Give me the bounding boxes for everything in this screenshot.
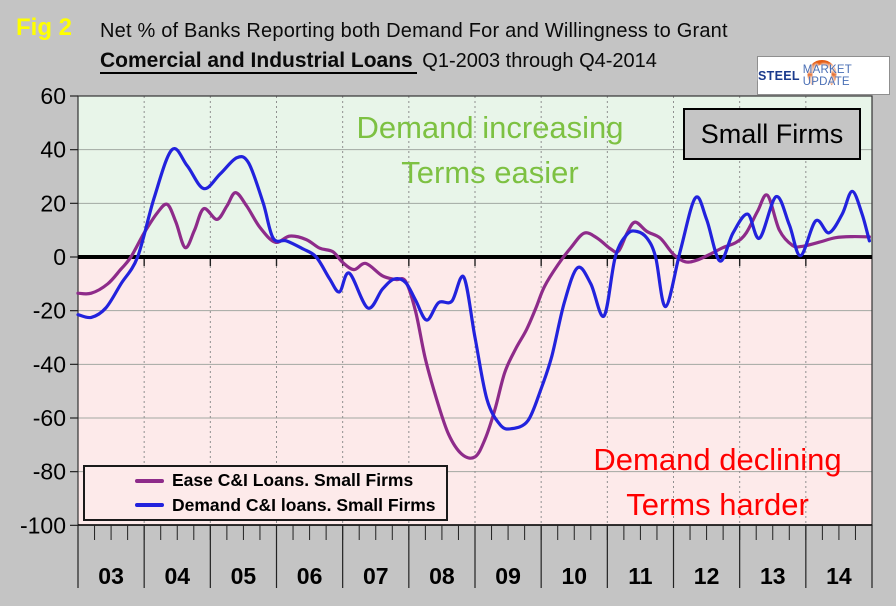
demand-line-swatch: [135, 503, 164, 507]
ease-series-line: [76, 191, 871, 460]
small-firms-box: Small Firms: [683, 108, 861, 160]
y-axis-tick-label: -80: [33, 459, 66, 485]
ease-line-swatch: [135, 479, 164, 483]
negative-zone-annotation: Demand declining Terms harder: [545, 437, 890, 527]
x-axis-year-label: 06: [297, 563, 323, 589]
annotation-terms-harder: Terms harder: [626, 487, 809, 522]
x-axis-year-label: 13: [760, 563, 786, 589]
steel-market-update-logo: STEEL MARKET UPDATE: [757, 56, 890, 95]
chart-title-line2: Comercial and Industrial Loans Q1-2003 t…: [100, 49, 657, 74]
x-axis-year-label: 09: [495, 563, 521, 589]
y-axis-tick-label: 40: [40, 137, 66, 163]
demand-series-line: [76, 146, 871, 431]
x-axis-year-label: 03: [98, 563, 124, 589]
annotation-terms-easier: Terms easier: [401, 155, 579, 190]
chart-title-daterange: Q1-2003 through Q4-2014: [416, 50, 657, 72]
x-axis-year-label: 14: [826, 563, 852, 589]
legend-item-ease: Ease C&I Loans. Small Firms: [135, 470, 446, 491]
annotation-demand-declining: Demand declining: [593, 442, 842, 477]
chart-legend: Ease C&I Loans. Small Firms Demand C&I l…: [83, 465, 448, 521]
legend-demand-label: Demand C&I loans. Small Firms: [172, 494, 436, 515]
x-axis-year-label: 11: [628, 563, 653, 589]
zero-axis: [78, 255, 872, 266]
logo-text: STEEL MARKET UPDATE: [758, 57, 889, 94]
logo-market-update-label: MARKET UPDATE: [802, 63, 852, 88]
y-axis-tick-label: 60: [40, 83, 66, 109]
x-axis-ruler: 03 04 05 06 07 08 09 10 11 12 13 14: [77, 524, 873, 589]
x-axis-year-label: 10: [561, 563, 587, 589]
logo-steel-label: STEEL: [758, 68, 800, 83]
annotation-demand-increasing: Demand increasing: [356, 110, 624, 145]
y-axis-tick-label: -60: [33, 405, 66, 431]
x-axis-year-label: 05: [231, 563, 257, 589]
x-axis-year-label: 08: [429, 563, 455, 589]
x-axis-year-label: 04: [164, 563, 190, 589]
small-firms-label: Small Firms: [700, 118, 844, 149]
y-axis: 60 40 20 0 -20 -40 -60 -80 -100: [20, 83, 78, 538]
y-axis-tick-label: -20: [33, 298, 66, 324]
x-axis-year-label: 07: [363, 563, 389, 589]
series-lines: [76, 146, 871, 460]
logo-crescent-icon: [807, 60, 837, 89]
y-axis-tick-label: 0: [53, 244, 66, 270]
x-axis-year-label: 12: [694, 563, 720, 589]
y-axis-tick-label: -100: [20, 512, 66, 538]
chart-title-line1: Net % of Banks Reporting both Demand For…: [100, 20, 728, 42]
legend-ease-label: Ease C&I Loans. Small Firms: [172, 470, 414, 491]
chart-title-loans-bold: Comercial and Industrial Loans: [100, 49, 417, 74]
y-axis-tick-label: -40: [33, 351, 66, 377]
positive-zone-annotation: Demand increasing Terms easier: [320, 105, 660, 195]
figure-number-label: Fig 2: [16, 14, 73, 41]
y-axis-tick-label: 20: [40, 190, 66, 216]
legend-item-demand: Demand C&I loans. Small Firms: [135, 495, 446, 516]
